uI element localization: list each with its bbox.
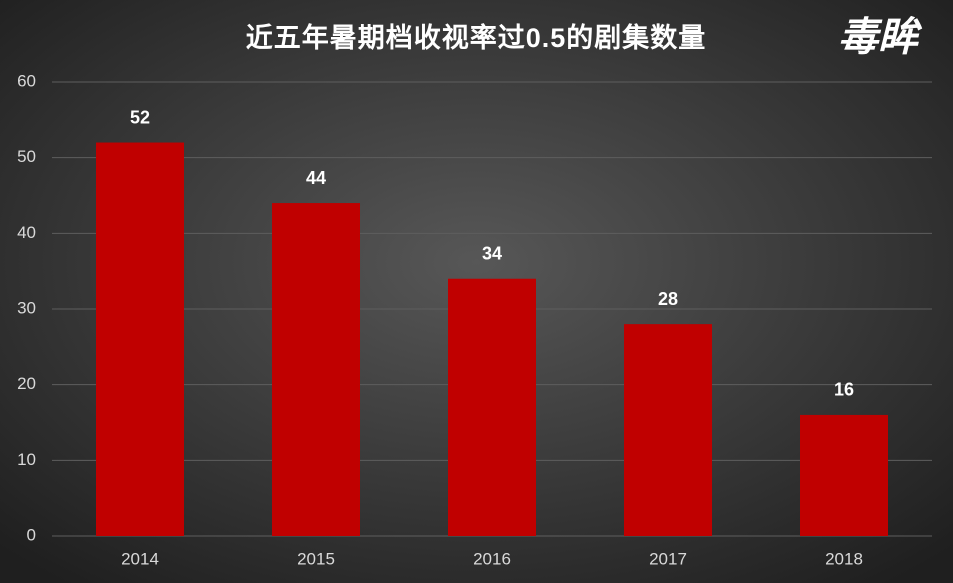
x-tick-label: 2017 bbox=[649, 549, 687, 568]
y-tick-label: 30 bbox=[17, 298, 36, 317]
data-label: 52 bbox=[130, 107, 150, 127]
chart-title: 近五年暑期档收视率过0.5的剧集数量 bbox=[246, 22, 707, 53]
data-label: 44 bbox=[306, 168, 326, 188]
x-tick-label: 2014 bbox=[121, 549, 159, 568]
data-label: 16 bbox=[834, 380, 854, 400]
bar bbox=[800, 414, 888, 536]
y-tick-label: 50 bbox=[17, 147, 36, 166]
y-tick-label: 60 bbox=[17, 71, 36, 90]
x-tick-label: 2018 bbox=[825, 549, 863, 568]
y-tick-label: 40 bbox=[17, 223, 36, 242]
data-label: 28 bbox=[658, 289, 678, 309]
y-tick-label: 10 bbox=[17, 450, 36, 469]
bar bbox=[448, 278, 536, 536]
bar bbox=[624, 324, 712, 536]
y-tick-label: 20 bbox=[17, 374, 36, 393]
x-tick-label: 2015 bbox=[297, 549, 335, 568]
bar bbox=[272, 203, 360, 537]
watermark: 毒眸 bbox=[838, 16, 923, 60]
data-label: 34 bbox=[482, 243, 502, 263]
y-tick-label: 0 bbox=[27, 525, 36, 544]
x-tick-label: 2016 bbox=[473, 549, 511, 568]
bar bbox=[96, 142, 184, 537]
